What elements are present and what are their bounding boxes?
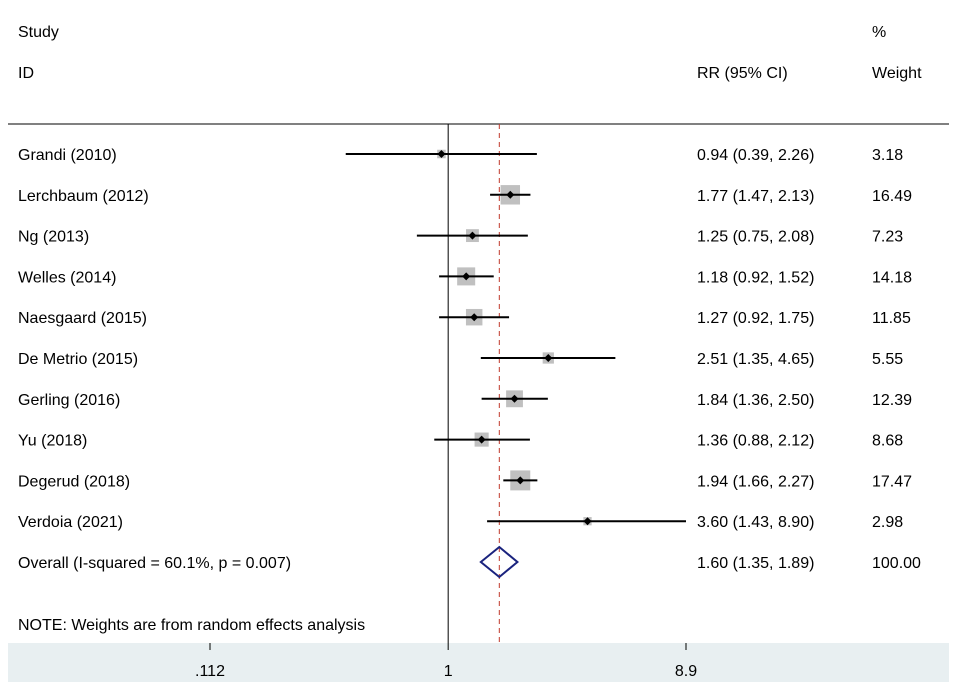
study-point-estimate [516,476,525,485]
study-label: De Metrio (2015) [18,351,138,368]
header-weight: Weight [872,65,922,82]
x-tick-label: .112 [195,663,225,680]
study-rr-ci: 1.84 (1.36, 2.50) [697,392,814,409]
study-point-estimate [462,272,471,281]
study-label: Yu (2018) [18,433,87,450]
study-rr-ci: 1.18 (0.92, 1.52) [697,269,814,286]
study-label: Grandi (2010) [18,147,117,164]
study-rr-ci: 0.94 (0.39, 2.26) [697,147,814,164]
study-rr-ci: 2.51 (1.35, 4.65) [697,351,814,368]
overall-weight: 100.00 [872,555,921,572]
forest-marks: Grandi (2010) 0.94 (0.39, 2.26) 3.18 Lerchb… [18,124,921,680]
study-point-estimate [470,313,479,322]
study-point-estimate [544,354,553,362]
study-rr-ci: 1.25 (0.75, 2.08) [697,229,814,246]
overall-diamond [479,545,519,579]
study-label: Lerchbaum (2012) [18,188,149,205]
study-point-estimate [437,150,446,158]
study-label: Welles (2014) [18,269,116,286]
study-label: Naesgaard (2015) [18,310,147,327]
study-weight: 8.68 [872,433,903,450]
study-point-estimate [477,435,486,444]
header-percent: % [872,24,886,41]
study-weight: 2.98 [872,514,903,531]
study-weight: 17.47 [872,473,912,490]
study-weight: 5.55 [872,351,903,368]
overall-label: Overall (I-squared = 60.1%, p = 0.007) [18,555,291,572]
study-point-estimate [506,190,515,199]
study-rr-ci: 1.94 (1.66, 2.27) [697,473,814,490]
study-label: Verdoia (2021) [18,514,123,531]
study-weight: 16.49 [872,188,912,205]
study-rr-ci: 1.36 (0.88, 2.12) [697,433,814,450]
study-rr-ci: 1.27 (0.92, 1.75) [697,310,814,327]
study-label: Degerud (2018) [18,473,130,490]
study-weight: 14.18 [872,269,912,286]
header-id: ID [18,65,34,82]
overall-rr-ci: 1.60 (1.35, 1.89) [697,555,814,572]
x-tick-label: 1 [444,663,453,680]
study-point-estimate [468,231,477,240]
study-label: Gerling (2016) [18,392,120,409]
header-study: Study [18,24,59,41]
study-weight: 7.23 [872,229,903,246]
study-point-estimate [583,517,592,526]
header-rr-ci: RR (95% CI) [697,65,788,82]
study-point-estimate [510,394,519,403]
x-tick-label: 8.9 [675,663,697,680]
note-text: NOTE: Weights are from random effects an… [18,617,365,634]
study-weight: 3.18 [872,147,903,164]
study-rr-ci: 3.60 (1.43, 8.90) [697,514,814,531]
study-label: Ng (2013) [18,229,89,246]
study-rr-ci: 1.77 (1.47, 2.13) [697,188,814,205]
x-axis-band [8,643,949,682]
study-weight: 12.39 [872,392,912,409]
study-weight: 11.85 [872,310,911,327]
